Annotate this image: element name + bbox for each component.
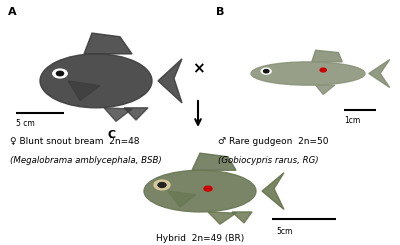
Ellipse shape bbox=[40, 54, 152, 108]
Text: Hybrid  2n=49 (BR): Hybrid 2n=49 (BR) bbox=[156, 234, 244, 243]
Text: C: C bbox=[108, 130, 116, 140]
Polygon shape bbox=[192, 153, 236, 170]
Text: (Gobiocypris rarus, RG): (Gobiocypris rarus, RG) bbox=[218, 156, 319, 165]
Text: 5 cm: 5 cm bbox=[16, 119, 35, 128]
Polygon shape bbox=[84, 33, 132, 54]
Polygon shape bbox=[124, 108, 148, 120]
Polygon shape bbox=[104, 108, 132, 121]
Text: A: A bbox=[8, 7, 17, 17]
Polygon shape bbox=[312, 50, 342, 62]
Polygon shape bbox=[262, 173, 284, 209]
Circle shape bbox=[56, 71, 64, 76]
Text: 5cm: 5cm bbox=[276, 227, 292, 236]
Circle shape bbox=[204, 186, 212, 191]
Polygon shape bbox=[369, 60, 390, 87]
Circle shape bbox=[320, 68, 326, 72]
Ellipse shape bbox=[251, 62, 365, 85]
Polygon shape bbox=[316, 85, 334, 95]
Text: (Megalobrama amblycephala, BSB): (Megalobrama amblycephala, BSB) bbox=[10, 156, 162, 165]
Text: ×: × bbox=[192, 61, 204, 76]
Circle shape bbox=[53, 69, 67, 78]
Text: 1cm: 1cm bbox=[344, 116, 360, 125]
Polygon shape bbox=[208, 212, 236, 224]
Polygon shape bbox=[232, 212, 252, 223]
Polygon shape bbox=[158, 59, 182, 103]
Circle shape bbox=[154, 180, 170, 190]
Polygon shape bbox=[168, 191, 196, 207]
Circle shape bbox=[158, 183, 166, 187]
Text: B: B bbox=[216, 7, 224, 17]
Circle shape bbox=[264, 70, 269, 73]
Circle shape bbox=[261, 68, 271, 74]
Text: ♂ Rare gudgeon  2n=50: ♂ Rare gudgeon 2n=50 bbox=[218, 137, 328, 146]
Polygon shape bbox=[68, 81, 100, 100]
Ellipse shape bbox=[144, 170, 256, 212]
Text: ♀ Blunt snout bream  2n=48: ♀ Blunt snout bream 2n=48 bbox=[10, 137, 140, 146]
